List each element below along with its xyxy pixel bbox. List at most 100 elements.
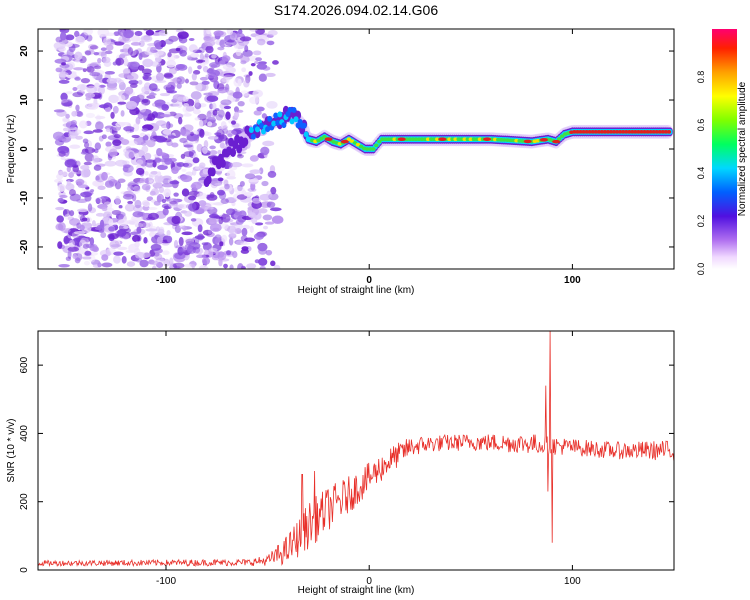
noise-blob — [192, 108, 201, 115]
noise-blob — [123, 225, 129, 230]
noise-blob — [262, 214, 273, 221]
noise-blob — [161, 183, 174, 188]
noise-blob — [101, 262, 113, 268]
noise-blob — [199, 76, 209, 81]
noise-blob — [217, 177, 224, 182]
noise-blob — [103, 60, 112, 67]
noise-blob — [115, 58, 122, 67]
noise-blob — [225, 208, 236, 216]
noise-blob — [170, 78, 181, 82]
noise-blob — [207, 221, 215, 225]
noise-blob — [135, 116, 141, 125]
noise-blob — [141, 98, 151, 106]
noise-blob — [83, 130, 94, 135]
noise-blob — [180, 153, 186, 159]
track-core — [450, 137, 455, 142]
noise-blob — [248, 71, 253, 76]
noise-blob — [215, 114, 224, 121]
noise-blob — [214, 237, 220, 245]
noise-blob — [217, 251, 227, 261]
noise-blob — [187, 66, 193, 75]
noise-blob — [151, 265, 157, 269]
track-mid — [254, 126, 260, 133]
noise-blob — [169, 180, 180, 185]
noise-blob — [113, 251, 124, 256]
noise-blob — [230, 162, 243, 168]
noise-blob — [99, 219, 105, 228]
noise-blob — [53, 109, 65, 113]
noise-blob — [134, 30, 143, 37]
noise-blob — [117, 94, 126, 102]
noise-blob — [176, 82, 182, 89]
noise-blob — [150, 46, 157, 53]
noise-blob — [139, 92, 146, 99]
noise-blob — [139, 177, 146, 183]
noise-blob — [162, 208, 169, 216]
noise-blob — [150, 243, 162, 251]
noise-blob — [241, 227, 248, 237]
track-core — [477, 137, 483, 142]
noise-blob — [249, 155, 259, 162]
noise-blob — [177, 96, 184, 101]
noise-blob — [220, 213, 231, 223]
noise-blob — [81, 256, 92, 260]
track-mid — [267, 115, 273, 122]
noise-blob — [153, 200, 161, 206]
noise-blob — [106, 86, 118, 91]
noise-blob — [169, 262, 175, 269]
noise-blob — [183, 144, 193, 148]
noise-blob — [177, 31, 189, 40]
noise-blob — [185, 241, 195, 246]
snr-y-axis-label: SNR (10 * v/v) — [6, 419, 17, 483]
noise-blob — [194, 117, 200, 121]
noise-blob — [117, 219, 129, 226]
noise-blob — [93, 164, 102, 171]
noise-blob — [74, 30, 80, 38]
snr-series-line — [37, 330, 675, 568]
noise-blob — [94, 115, 106, 120]
noise-blob — [69, 144, 81, 149]
track-core — [621, 130, 626, 134]
noise-blob — [151, 260, 159, 266]
noise-blob — [118, 205, 123, 209]
noise-blob — [60, 92, 68, 101]
noise-blob — [66, 180, 71, 186]
noise-blob — [76, 111, 84, 117]
noise-blob — [95, 121, 104, 131]
noise-blob — [165, 84, 172, 88]
noise-blob — [154, 174, 164, 184]
noise-blob — [212, 109, 218, 116]
noise-blob — [252, 197, 261, 204]
noise-blob — [217, 189, 226, 196]
noise-blob — [98, 84, 106, 88]
noise-blob — [220, 121, 227, 129]
track-core — [371, 147, 376, 151]
track-core — [352, 141, 358, 145]
noise-blob — [149, 61, 162, 67]
noise-blob — [120, 110, 125, 117]
noise-blob — [72, 86, 78, 91]
noise-blob — [188, 37, 195, 41]
track-core — [660, 130, 666, 134]
noise-blob — [211, 54, 217, 59]
track-core — [645, 130, 650, 134]
noise-blob — [121, 256, 127, 264]
noise-blob — [69, 210, 75, 217]
noise-blob — [207, 135, 219, 140]
noise-blob — [175, 64, 186, 70]
noise-blob — [234, 210, 243, 216]
noise-blob — [157, 228, 165, 235]
noise-blob — [124, 86, 134, 95]
noise-blob — [88, 43, 98, 50]
noise-blob — [206, 194, 218, 201]
snr-y-tick-label: 0 — [19, 567, 30, 573]
track-mid — [248, 127, 254, 134]
track-core — [368, 147, 373, 151]
noise-blob — [91, 220, 96, 227]
track-core — [447, 137, 452, 142]
noise-blob — [117, 178, 126, 183]
noise-blob — [148, 83, 158, 92]
noise-blob — [175, 29, 184, 33]
noise-blob — [148, 231, 155, 237]
noise-blob — [235, 49, 242, 57]
